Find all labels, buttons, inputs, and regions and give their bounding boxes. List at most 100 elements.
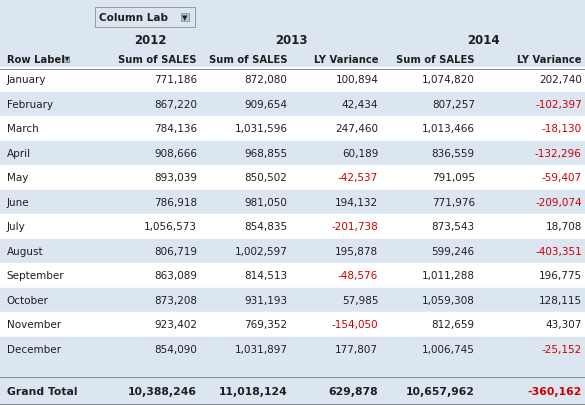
Text: 194,132: 194,132 <box>335 197 378 207</box>
Text: 195,878: 195,878 <box>335 246 378 256</box>
Text: -209,074: -209,074 <box>535 197 582 207</box>
Text: 18,708: 18,708 <box>545 222 582 232</box>
Text: 867,220: 867,220 <box>154 100 197 109</box>
Text: 854,090: 854,090 <box>154 344 197 354</box>
Text: July: July <box>6 222 25 232</box>
Text: 177,807: 177,807 <box>335 344 378 354</box>
Text: 2013: 2013 <box>275 34 307 47</box>
Bar <box>95 8 195 28</box>
Text: 1,056,573: 1,056,573 <box>144 222 197 232</box>
Bar <box>0 190 585 215</box>
Text: 981,050: 981,050 <box>245 197 288 207</box>
Text: 57,985: 57,985 <box>342 295 378 305</box>
Text: 202,740: 202,740 <box>539 75 582 85</box>
Text: 1,002,597: 1,002,597 <box>235 246 288 256</box>
Text: 42,434: 42,434 <box>342 100 378 109</box>
Text: Sum of SALES: Sum of SALES <box>209 55 288 65</box>
Text: 128,115: 128,115 <box>539 295 582 305</box>
Text: December: December <box>6 344 61 354</box>
Text: 806,719: 806,719 <box>154 246 197 256</box>
Bar <box>0 215 585 239</box>
Text: -18,130: -18,130 <box>542 124 582 134</box>
Text: -102,397: -102,397 <box>535 100 582 109</box>
Bar <box>0 166 585 190</box>
Text: -360,162: -360,162 <box>528 386 582 396</box>
Text: 10,657,962: 10,657,962 <box>406 386 475 396</box>
Text: 769,352: 769,352 <box>245 320 288 329</box>
Text: ▼: ▼ <box>183 15 188 21</box>
Text: 100,894: 100,894 <box>335 75 378 85</box>
Text: 599,246: 599,246 <box>432 246 475 256</box>
Text: -48,576: -48,576 <box>338 271 378 281</box>
Text: 791,095: 791,095 <box>432 173 475 183</box>
Text: June: June <box>6 197 29 207</box>
Text: 923,402: 923,402 <box>154 320 197 329</box>
Text: April: April <box>6 148 31 158</box>
Text: 196,775: 196,775 <box>539 271 582 281</box>
Text: November: November <box>6 320 61 329</box>
Text: ▼: ▼ <box>64 58 69 62</box>
Text: -403,351: -403,351 <box>535 246 582 256</box>
Text: 11,018,124: 11,018,124 <box>219 386 288 396</box>
Text: 812,659: 812,659 <box>432 320 475 329</box>
Text: 1,006,745: 1,006,745 <box>422 344 475 354</box>
Text: 863,089: 863,089 <box>154 271 197 281</box>
Text: September: September <box>6 271 64 281</box>
Text: 908,666: 908,666 <box>154 148 197 158</box>
Text: 629,878: 629,878 <box>329 386 378 396</box>
Text: 814,513: 814,513 <box>245 271 288 281</box>
Text: Row Labels: Row Labels <box>6 55 70 65</box>
Bar <box>0 337 585 361</box>
Text: 873,208: 873,208 <box>154 295 197 305</box>
Text: -59,407: -59,407 <box>542 173 582 183</box>
Bar <box>0 288 585 312</box>
Bar <box>0 117 585 141</box>
Text: Column Lab: Column Lab <box>99 13 168 23</box>
Text: 854,835: 854,835 <box>245 222 288 232</box>
Text: August: August <box>6 246 43 256</box>
Text: LY Variance: LY Variance <box>314 55 378 65</box>
Text: 1,059,308: 1,059,308 <box>422 295 475 305</box>
Text: January: January <box>6 75 46 85</box>
Text: -201,738: -201,738 <box>332 222 378 232</box>
Bar <box>0 239 585 263</box>
Text: 1,074,820: 1,074,820 <box>422 75 475 85</box>
Text: 1,031,897: 1,031,897 <box>235 344 288 354</box>
Text: Grand Total: Grand Total <box>6 386 77 396</box>
Text: 1,013,466: 1,013,466 <box>422 124 475 134</box>
Text: 771,976: 771,976 <box>432 197 475 207</box>
Bar <box>0 377 585 405</box>
Text: 10,388,246: 10,388,246 <box>128 386 197 396</box>
Bar <box>0 312 585 337</box>
Text: 2012: 2012 <box>135 34 167 47</box>
Bar <box>0 141 585 166</box>
Text: 968,855: 968,855 <box>245 148 288 158</box>
Bar <box>0 263 585 288</box>
Text: 909,654: 909,654 <box>245 100 288 109</box>
Bar <box>0 92 585 117</box>
Text: LY Variance: LY Variance <box>517 55 582 65</box>
Text: 786,918: 786,918 <box>154 197 197 207</box>
Text: October: October <box>6 295 49 305</box>
Text: 931,193: 931,193 <box>245 295 288 305</box>
Text: 2014: 2014 <box>467 34 500 47</box>
Text: -25,152: -25,152 <box>542 344 582 354</box>
Text: March: March <box>6 124 39 134</box>
Text: May: May <box>6 173 28 183</box>
Text: 771,186: 771,186 <box>154 75 197 85</box>
Text: 872,080: 872,080 <box>245 75 288 85</box>
Text: 43,307: 43,307 <box>545 320 582 329</box>
Text: Sum of SALES: Sum of SALES <box>396 55 475 65</box>
Text: 247,460: 247,460 <box>335 124 378 134</box>
Text: Sum of SALES: Sum of SALES <box>118 55 197 65</box>
Text: 60,189: 60,189 <box>342 148 378 158</box>
Text: 873,543: 873,543 <box>432 222 475 232</box>
Text: 850,502: 850,502 <box>245 173 288 183</box>
Text: 1,011,288: 1,011,288 <box>422 271 475 281</box>
Text: -42,537: -42,537 <box>338 173 378 183</box>
Text: 836,559: 836,559 <box>432 148 475 158</box>
Text: 784,136: 784,136 <box>154 124 197 134</box>
Text: 893,039: 893,039 <box>154 173 197 183</box>
Text: -154,050: -154,050 <box>332 320 378 329</box>
Text: 807,257: 807,257 <box>432 100 475 109</box>
